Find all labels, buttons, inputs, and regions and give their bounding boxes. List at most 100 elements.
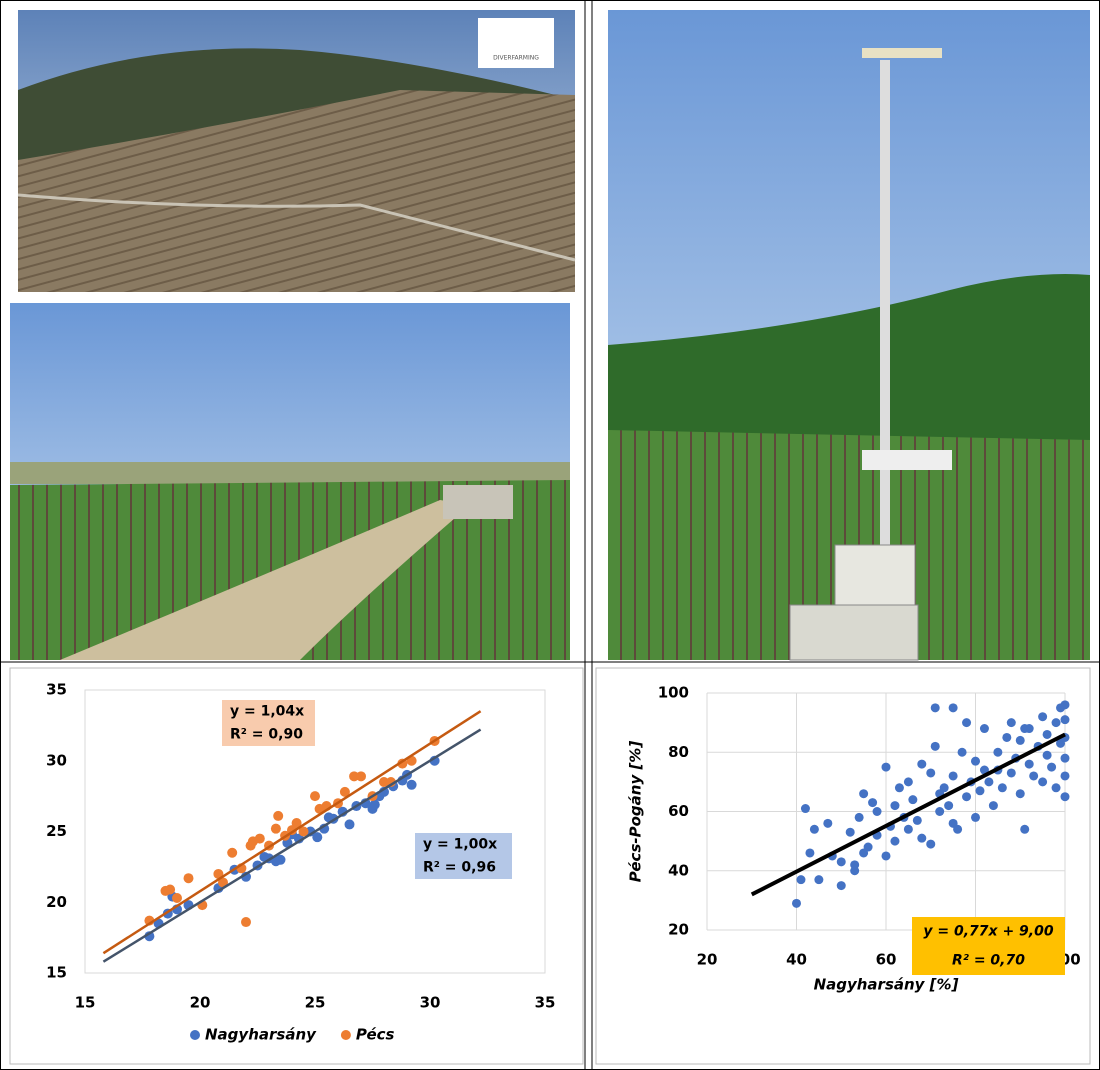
point [935,807,945,816]
point [796,875,806,885]
point [850,860,860,870]
point [957,747,967,757]
point [930,703,940,713]
x-tick-label: 40 [786,951,807,969]
annotation: R² = 0,70 [952,953,1025,969]
point [962,718,972,728]
x-tick-label: 15 [75,994,96,1012]
point [854,812,864,822]
point [926,768,936,778]
trendline [750,732,1066,897]
point [1020,824,1030,834]
point [971,812,980,822]
point [312,832,323,843]
y-tick-label: 20 [668,921,689,939]
point [379,776,389,787]
point [939,783,949,793]
y-tick-label: 80 [668,743,689,761]
point [814,875,824,885]
photo-weather-station [608,10,1090,661]
point [1051,718,1061,728]
plot-frame [84,689,546,974]
point [270,823,281,834]
legend-marker [190,1030,200,1040]
y-axis-title: Pécs-Pogány [%] [627,741,645,883]
point [1042,729,1052,739]
x-tick-label: 35 [535,994,556,1012]
y-tick-label: 60 [668,802,689,820]
point [1047,762,1057,772]
point [930,741,940,751]
point [241,917,251,928]
annotation: y = 0,77x + 9,00 [923,924,1053,940]
y-tick-label: 40 [668,861,689,879]
legend-marker [340,1030,351,1040]
point [944,801,954,811]
point [979,724,989,734]
logo: DIVERFARMING [493,55,539,62]
point [1042,750,1052,760]
point [800,804,810,814]
annotation: R² = 0,90 [230,727,303,743]
y-tick-label: 25 [46,822,67,840]
point [997,783,1007,793]
point [926,839,936,849]
point [254,833,265,844]
point [1038,777,1048,787]
point [183,873,194,884]
x-tick-label: 20 [190,994,211,1012]
y-tick-label: 20 [46,893,67,911]
point [349,771,360,782]
point [1002,732,1012,742]
point [908,795,918,805]
point [1015,789,1025,799]
x-tick-label: 30 [420,994,441,1012]
y-tick-label: 30 [46,751,67,769]
point [172,893,182,904]
photo-aerial: DIVERFARMING [17,10,576,292]
point [805,848,815,858]
point [836,857,846,867]
point [245,840,256,851]
point [836,881,846,891]
point [975,786,985,796]
point [903,777,913,787]
x-tick-label: 25 [305,994,326,1012]
point [823,818,833,828]
point [1024,759,1034,769]
point [259,851,270,862]
y-tick-label: 35 [46,681,67,699]
point [1060,715,1070,725]
point [356,771,366,782]
point [881,762,891,772]
trendline [102,710,482,955]
x-tick-label: 20 [697,951,718,969]
point [971,756,980,766]
trendline [102,728,482,963]
point [323,812,334,823]
annotation: y = 1,00x [423,837,497,853]
point [863,842,873,852]
point [890,801,900,811]
point [845,827,855,837]
point [1060,771,1070,781]
point [809,824,819,834]
point [218,877,228,888]
point [1060,700,1070,710]
point [310,791,320,802]
point [339,786,350,797]
x-axis-title: Nagyharsány [%] [814,976,959,994]
point [1029,771,1039,781]
point [993,747,1003,757]
point [984,777,994,787]
point [273,810,284,821]
point [881,851,891,861]
point [948,818,958,828]
annotation-box [222,700,315,746]
point [948,771,958,781]
annotation-box [912,917,1065,975]
point [1006,718,1016,728]
point [1020,724,1030,734]
point [903,824,913,834]
